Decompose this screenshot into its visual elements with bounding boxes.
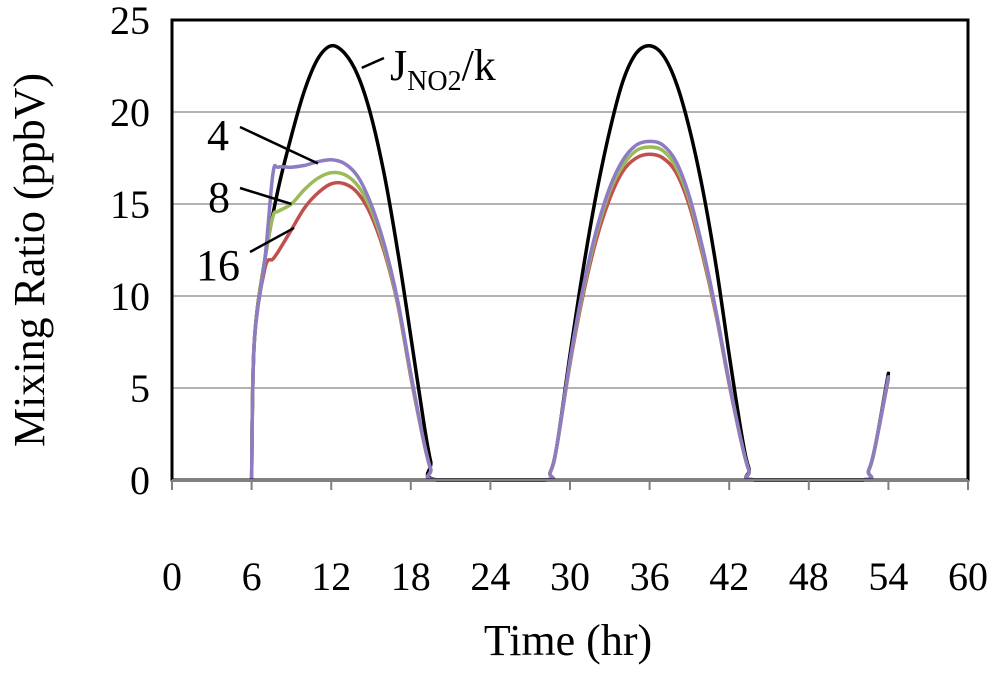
x-tick-label: 18 xyxy=(391,554,431,599)
y-tick-label: 0 xyxy=(130,458,150,503)
leader-line xyxy=(239,125,319,165)
leader-line xyxy=(249,226,295,254)
y-tick-label: 20 xyxy=(110,90,150,135)
x-tick-label: 6 xyxy=(242,554,262,599)
leader-line xyxy=(361,56,385,69)
annotation-8: 8 xyxy=(208,173,230,222)
y-tick-label: 5 xyxy=(130,366,150,411)
x-tick-label: 60 xyxy=(948,554,988,599)
series-line-jno2-k xyxy=(249,43,891,482)
annotation-4: 4 xyxy=(207,111,229,160)
annotations: JNO2/k 4 8 16 xyxy=(196,41,496,290)
x-axis: 0 6 12 18 24 30 36 42 48 54 60 xyxy=(162,479,988,599)
plot-frame xyxy=(170,18,970,482)
x-tick-label: 48 xyxy=(789,554,829,599)
leader-line xyxy=(239,186,292,206)
x-axis-title: Time (hr) xyxy=(484,616,652,665)
series-lines xyxy=(249,43,891,482)
x-tick-label: 42 xyxy=(709,554,749,599)
x-tick-label: 12 xyxy=(311,554,351,599)
annotation-16: 16 xyxy=(196,241,240,290)
x-tick-label: 30 xyxy=(550,554,590,599)
annotation-jno2-k: JNO2/k xyxy=(390,41,496,97)
x-tick-label: 24 xyxy=(470,554,510,599)
y-tick-label: 15 xyxy=(110,182,150,227)
x-tick-label: 0 xyxy=(162,554,182,599)
y-axis-title: Mixing Ratio (ppbV) xyxy=(5,73,54,447)
series-line-4 xyxy=(249,139,891,482)
y-tick-label: 10 xyxy=(110,274,150,319)
gridlines xyxy=(172,111,968,389)
y-axis: 0 5 10 15 20 25 xyxy=(110,0,150,503)
series-line-16 xyxy=(249,152,891,482)
series-line-8 xyxy=(249,145,891,482)
x-tick-label: 54 xyxy=(868,554,908,599)
x-tick-label: 36 xyxy=(630,554,670,599)
y-tick-label: 25 xyxy=(110,0,150,43)
